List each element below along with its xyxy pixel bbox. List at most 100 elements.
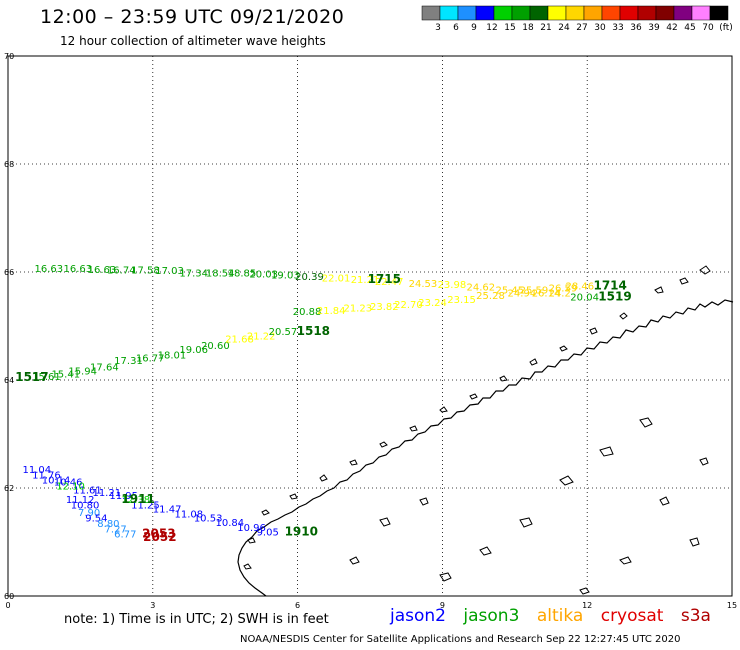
x-tick-label: 9 <box>440 601 445 610</box>
wave-height-point: 17.31 <box>114 356 143 367</box>
x-tick-label: 15 <box>727 601 737 610</box>
plot-frame <box>7 55 733 597</box>
wave-height-point: 11.21 <box>92 488 121 499</box>
colorbar-label: 70 <box>702 23 714 33</box>
wave-height-point: 24.2 <box>549 288 571 299</box>
track-1518: 15.6115.4115.9417.6417.3116.7718.0119.06… <box>32 324 330 383</box>
wave-height-point: 21.84 <box>317 306 346 317</box>
wave-height-point: 11.61 <box>73 485 102 496</box>
track-time-label: 1517 <box>15 370 48 384</box>
colorbar-label: 3 <box>435 23 441 33</box>
wave-height-point: 20.03 <box>249 269 278 280</box>
y-tick-label: 66 <box>4 268 14 277</box>
wave-height-point: 15.94 <box>68 367 97 378</box>
colorbar-swatch <box>691 5 711 21</box>
wave-height-point: 16.63 <box>64 264 93 275</box>
wave-height-point: 10.46 <box>54 477 83 488</box>
wave-height-point: 21.68 <box>225 335 254 346</box>
track-1517: 1517 <box>15 370 48 384</box>
note-text: note: 1) Time is in UTC; 2) SWH is in fe… <box>64 612 329 627</box>
satellite-tracks: 16.63 16.6316.6316.7417.5817.0317.3418.54… <box>15 264 631 544</box>
wave-height-point: 10.80 <box>71 501 100 512</box>
wave-height-point: 20.04 <box>570 293 599 304</box>
colorbar-label: 33 <box>612 23 623 33</box>
coastline-norway <box>237 299 734 597</box>
satellite-legend: jason2 jason3 altika cryosat s3a <box>390 606 723 626</box>
wave-height-point: 11.25 <box>131 501 160 512</box>
wave-height-point: 11.12 <box>66 495 95 506</box>
colorbar-swatch <box>511 5 531 21</box>
wave-height-point: 10.96 <box>237 523 266 534</box>
y-tick-label: 64 <box>4 376 14 385</box>
wave-height-point: 22.47 <box>375 277 404 288</box>
legend-cryosat: cryosat <box>600 606 664 626</box>
wave-height-point: 22.01 <box>322 274 351 285</box>
wave-height-point: 15.61 <box>32 372 61 383</box>
track-time-label: 1714 <box>593 278 626 292</box>
wave-height-point: 26.59 <box>549 283 578 294</box>
colorbar-swatch <box>457 5 477 21</box>
axis-tick-labels: 0 3 6 9 12 15 60 62 64 66 68 70 <box>4 52 737 610</box>
colorbar-swatch <box>637 5 657 21</box>
legend-altika: altika <box>536 606 584 626</box>
wave-height-point: 17.34 <box>179 268 208 279</box>
legend-jason2: jason2 <box>390 606 446 626</box>
wave-height-point: 23.82 <box>370 302 399 313</box>
y-tick-label: 70 <box>4 52 14 61</box>
x-tick-label: 0 <box>5 601 10 610</box>
wave-height-point: 16.63 <box>88 265 117 276</box>
wave-height-point: 11.08 <box>175 510 204 521</box>
wave-height-point: 11.95 <box>109 491 138 502</box>
wave-height-point: 10.14 <box>42 476 71 487</box>
colorbar-label: 45 <box>684 23 695 33</box>
colorbar-label: 30 <box>594 23 606 33</box>
colorbar-label: 21 <box>540 23 551 33</box>
colorbar-swatch <box>475 5 495 21</box>
y-tick-label: 68 <box>4 160 14 169</box>
wave-height-point: 11.47 <box>153 504 182 515</box>
wave-height-point: 16.63 <box>35 264 64 275</box>
wave-height-point: 17.58 <box>131 266 160 277</box>
chart-title: 12:00 – 23:59 UTC 09/21/2020 <box>40 6 345 28</box>
colorbar-label: 36 <box>630 23 642 33</box>
colorbar-swatch <box>439 5 459 21</box>
wave-height-point: 12.10 <box>56 482 85 493</box>
wave-height-point: 19.06 <box>179 345 208 356</box>
wave-height-point: 24.94 <box>508 288 537 299</box>
wave-height-point: 25.45 <box>495 286 524 297</box>
colorbar-swatch <box>619 5 639 21</box>
wave-height-point: 11.76 <box>32 470 61 481</box>
x-tick-label: 3 <box>150 601 155 610</box>
wave-height-point: 25.59 <box>520 286 549 297</box>
coastline-islands <box>243 265 711 570</box>
colorbar-legend: 3 6 9 12 15 18 21 24 27 30 33 36 39 42 45 70 (ft) <box>421 5 733 33</box>
legend-jason3: jason3 <box>463 606 520 626</box>
x-tick-label: 12 <box>582 601 592 610</box>
colorbar-label: 24 <box>558 23 570 33</box>
colorbar-label: 12 <box>486 23 497 33</box>
colorbar-label: 27 <box>576 23 587 33</box>
footer-credit: NOAA/NESDIS Center for Satellite Applica… <box>240 634 681 645</box>
wave-height-point: 18.01 <box>158 350 187 361</box>
wave-height-point: 9.05 <box>257 528 279 539</box>
track-time-label: 1910 <box>285 525 318 539</box>
track-1715: 1715 <box>368 272 401 286</box>
wave-height-point: 24.62 <box>467 282 496 293</box>
wave-height-point: 10.53 <box>194 513 223 524</box>
colorbar-swatch <box>493 5 513 21</box>
wave-height-point: 17.03 <box>155 266 184 277</box>
wave-height-point: 28.46 <box>565 281 594 292</box>
wave-height-point: 24.53 <box>409 279 438 290</box>
track-2052: 2052 <box>143 530 176 544</box>
wave-height-point: 20.39 <box>295 272 324 283</box>
wave-height-point: 20.60 <box>201 341 230 352</box>
colorbar-swatch <box>583 5 603 21</box>
colorbar-swatch <box>655 5 675 21</box>
y-tick-label: 62 <box>4 484 14 493</box>
wave-height-point: 18.54 <box>206 268 235 279</box>
colorbar-label: (ft) <box>719 23 733 33</box>
track-time-label: 2052 <box>143 530 176 544</box>
colorbar-swatch <box>709 5 729 21</box>
